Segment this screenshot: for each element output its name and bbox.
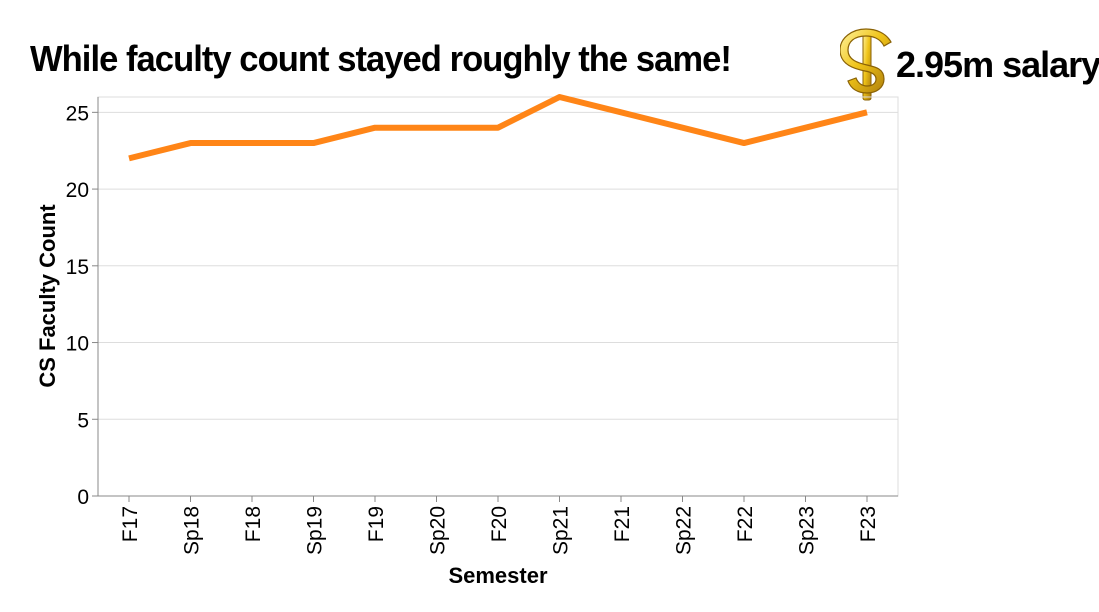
x-tick-label: F17 bbox=[119, 506, 142, 542]
y-tick-label: 25 bbox=[66, 102, 89, 125]
x-tick-label: F18 bbox=[242, 506, 265, 542]
salary-callout-text: 2.95m salary bbox=[896, 44, 1099, 85]
y-axis-title: CS Faculty Count bbox=[35, 204, 60, 388]
x-axis-title: Semester bbox=[448, 563, 548, 588]
chart-title: While faculty count stayed roughly the s… bbox=[30, 38, 732, 79]
series-line bbox=[128, 94, 868, 162]
plot-frame bbox=[97, 96, 899, 497]
x-tick-label: F20 bbox=[488, 506, 511, 542]
x-tick-label: F19 bbox=[365, 506, 388, 542]
x-tick-label: Sp20 bbox=[427, 506, 450, 555]
y-axis-ticks: 0 5 10 15 20 25 bbox=[66, 102, 98, 509]
series-lines bbox=[128, 94, 868, 162]
x-tick-label: Sp22 bbox=[673, 506, 696, 555]
dollar-sign-icon bbox=[840, 28, 892, 101]
x-tick-label: Sp21 bbox=[550, 506, 573, 555]
x-tick-label: Sp23 bbox=[796, 506, 819, 555]
y-tick-label: 10 bbox=[66, 333, 89, 356]
grid-lines bbox=[98, 111, 898, 420]
y-tick-label: 5 bbox=[77, 409, 89, 432]
x-axis-ticks: F17 Sp18 F18 Sp19 F19 Sp20 F20 Sp21 F21 Sp22 F22 Sp… bbox=[119, 496, 880, 555]
y-tick-label: 15 bbox=[66, 256, 89, 279]
y-tick-label: 20 bbox=[66, 179, 89, 202]
x-tick-label: F21 bbox=[611, 506, 634, 542]
axes bbox=[97, 96, 899, 497]
y-tick-label: 0 bbox=[77, 486, 89, 509]
salary-callout: 2.95m salary bbox=[840, 28, 1099, 102]
x-tick-label: F23 bbox=[857, 506, 880, 542]
x-tick-label: Sp19 bbox=[304, 506, 327, 555]
x-tick-label: F22 bbox=[734, 506, 757, 542]
x-tick-label: Sp18 bbox=[181, 506, 204, 555]
